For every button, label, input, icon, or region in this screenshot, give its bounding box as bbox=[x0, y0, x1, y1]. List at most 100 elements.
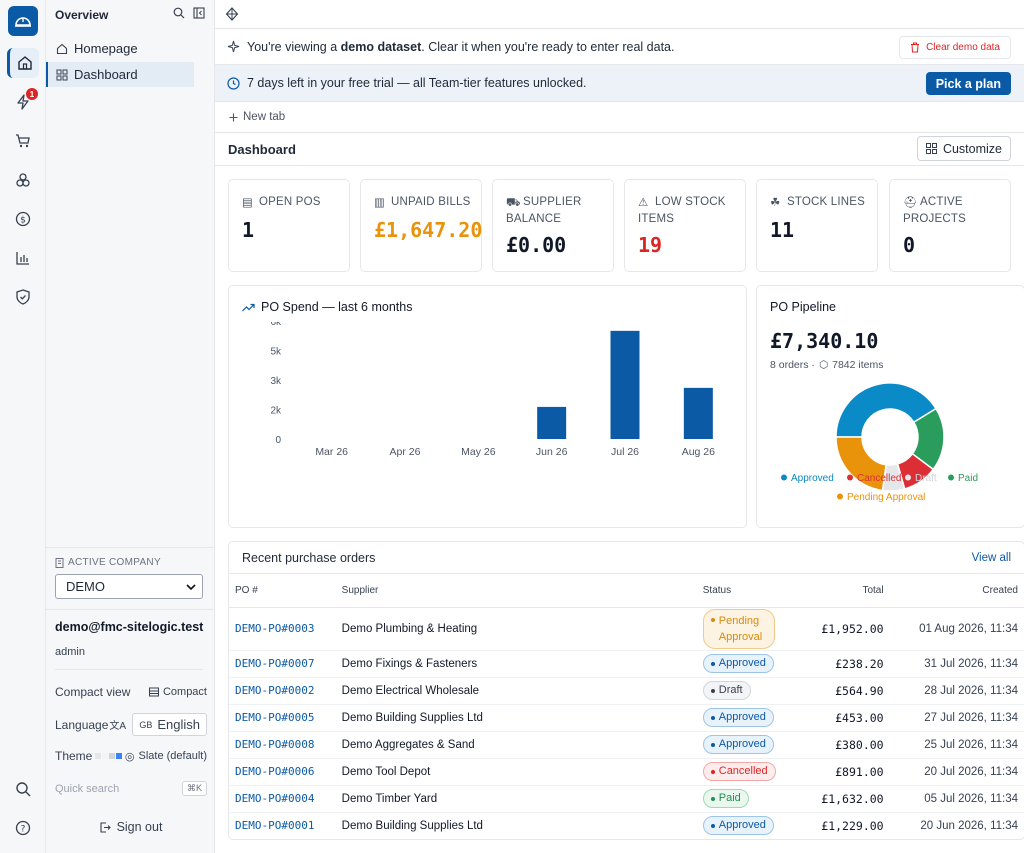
customize-button[interactable]: Customize bbox=[916, 136, 1011, 161]
plus-icon bbox=[229, 113, 238, 121]
receipt-icon: ▥ bbox=[374, 197, 386, 209]
sidebar-search-icon[interactable] bbox=[173, 7, 185, 19]
supplier-name: Demo Aggregates & Sand bbox=[335, 731, 697, 759]
theme-select[interactable]: ◎ Slate (default) bbox=[124, 750, 207, 763]
trial-banner-text: 7 days left in your free trial — all Tea… bbox=[247, 76, 587, 90]
language-select[interactable]: GB English bbox=[132, 713, 207, 736]
pie-slice[interactable] bbox=[835, 382, 937, 438]
po-number-link[interactable]: DEMO-PO#0001 bbox=[235, 819, 315, 832]
kpi-open-pos[interactable]: ▤ OPEN POS 1 bbox=[228, 179, 350, 272]
chart-bar[interactable] bbox=[683, 387, 713, 439]
legend-swatch bbox=[847, 474, 853, 481]
kpi-active-projects[interactable]: ⛑ ACTIVE PROJECTS 0 bbox=[889, 179, 1011, 272]
table-header-row: PO # Supplier Status Total Created bbox=[229, 574, 1024, 608]
po-number-link[interactable]: DEMO-PO#0008 bbox=[235, 738, 315, 751]
legend-label[interactable]: Pending Approval bbox=[847, 492, 925, 503]
rail-boxes-icon[interactable] bbox=[7, 165, 39, 195]
legend-label[interactable]: Draft bbox=[915, 473, 937, 484]
kpi-value: 0 bbox=[903, 233, 916, 257]
legend-swatch bbox=[837, 493, 843, 500]
order-created: 01 Aug 2026, 11:34 bbox=[889, 607, 1024, 651]
notification-badge: 1 bbox=[26, 88, 38, 100]
table-row[interactable]: DEMO-PO#0005 Demo Building Supplies Ltd Ap… bbox=[229, 704, 1024, 732]
kpi-low-stock-items[interactable]: ⚠ LOW STOCK ITEMS 19 bbox=[624, 179, 746, 272]
sidebar: Overview Homepage Dashboard ACTIVE COMPA… bbox=[46, 0, 215, 853]
quick-search-row[interactable]: Quick search ⌘K bbox=[55, 781, 207, 796]
svg-text:$: $ bbox=[20, 216, 26, 226]
legend-swatch bbox=[905, 474, 911, 481]
kpi-stock-lines[interactable]: ☘ STOCK LINES 11 bbox=[756, 179, 878, 272]
chart-bar[interactable] bbox=[537, 406, 567, 439]
user-role: admin bbox=[55, 646, 85, 658]
order-total: £1,229.00 bbox=[799, 812, 890, 839]
status-cell: Paid bbox=[696, 785, 800, 813]
po-number-link[interactable]: DEMO-PO#0002 bbox=[235, 684, 315, 697]
theme-swatches[interactable] bbox=[95, 753, 123, 759]
kpi-supplier-balance[interactable]: ⛟ SUPPLIER BALANCE £0.00 bbox=[492, 179, 614, 272]
status-badge: Approved bbox=[702, 735, 774, 754]
po-number-link[interactable]: DEMO-PO#0007 bbox=[235, 657, 315, 670]
table-row[interactable]: DEMO-PO#0007 Demo Fixings & Fasteners Appr… bbox=[229, 650, 1024, 678]
x-tick-label: Aug 26 bbox=[682, 446, 715, 458]
kpi-title: ▥ UNPAID BILLS bbox=[374, 196, 471, 209]
col-po[interactable]: PO # bbox=[229, 574, 336, 608]
table-row[interactable]: DEMO-PO#0002 Demo Electrical Wholesale Dra… bbox=[229, 677, 1024, 705]
po-number-link[interactable]: DEMO-PO#0003 bbox=[235, 622, 315, 635]
theme-label: Theme bbox=[55, 749, 93, 763]
workspace-icon[interactable] bbox=[225, 7, 239, 21]
new-tab-button[interactable]: New tab bbox=[229, 111, 285, 123]
view-all-link[interactable]: View all bbox=[971, 551, 1011, 564]
rail-reports-icon[interactable] bbox=[7, 243, 39, 273]
kpi-value: 11 bbox=[770, 218, 795, 242]
pie-slice[interactable] bbox=[835, 436, 887, 492]
rail-activity-icon[interactable]: 1 bbox=[7, 87, 39, 117]
company-select[interactable]: DEMO bbox=[55, 574, 203, 599]
col-created[interactable]: Created bbox=[889, 574, 1024, 608]
sidebar-item-dashboard[interactable]: Dashboard bbox=[46, 62, 194, 87]
status-badge: Paid bbox=[702, 789, 749, 808]
box-icon: ⬡ bbox=[818, 359, 829, 371]
col-status[interactable]: Status bbox=[696, 574, 800, 608]
status-badge: Pending Approval bbox=[702, 608, 776, 649]
po-pipeline-card: PO Pipeline £7,340.10 8 orders · ⬡ 7842 … bbox=[756, 285, 1024, 528]
chevron-down-icon bbox=[186, 583, 196, 590]
chart-bar[interactable] bbox=[610, 330, 640, 439]
po-number-link[interactable]: DEMO-PO#0005 bbox=[235, 711, 315, 724]
rail-cart-icon[interactable] bbox=[7, 126, 39, 156]
table-row[interactable]: DEMO-PO#0008 Demo Aggregates & Sand Approv… bbox=[229, 731, 1024, 759]
rail-help-icon[interactable]: ? bbox=[7, 813, 39, 843]
active-company-section: ACTIVE COMPANY DEMO bbox=[46, 547, 214, 608]
rail-search-icon[interactable] bbox=[7, 774, 39, 804]
order-total: £238.20 bbox=[799, 650, 890, 678]
rail-finance-icon[interactable]: $ bbox=[7, 204, 39, 234]
home-icon bbox=[56, 43, 68, 54]
kpi-value: 1 bbox=[242, 218, 255, 242]
x-tick-label: May 26 bbox=[461, 446, 496, 458]
col-total[interactable]: Total bbox=[799, 574, 890, 608]
kpi-unpaid-bills[interactable]: ▥ UNPAID BILLS £1,647.20 bbox=[360, 179, 482, 272]
status-badge: Draft bbox=[702, 681, 751, 700]
clear-demo-data-button[interactable]: Clear demo data bbox=[899, 36, 1011, 59]
table-row[interactable]: DEMO-PO#0006 Demo Tool Depot Cancelled £891… bbox=[229, 758, 1024, 786]
rail-shield-icon[interactable] bbox=[7, 282, 39, 312]
language-label: Language bbox=[55, 717, 109, 732]
legend-label[interactable]: Approved bbox=[791, 473, 834, 484]
quick-search-shortcut: ⌘K bbox=[181, 781, 207, 796]
compact-view-toggle[interactable]: Compact bbox=[148, 686, 207, 698]
legend-label[interactable]: Paid bbox=[958, 473, 978, 484]
table-row[interactable]: DEMO-PO#0003 Demo Plumbing & Heating Pendi… bbox=[229, 607, 1024, 651]
table-row[interactable]: DEMO-PO#0004 Demo Timber Yard Paid £1,632.0… bbox=[229, 785, 1024, 813]
collapse-sidebar-icon[interactable] bbox=[193, 7, 205, 19]
legend-label[interactable]: Cancelled bbox=[857, 473, 901, 484]
rail-home-icon[interactable] bbox=[7, 48, 39, 78]
po-number-link[interactable]: DEMO-PO#0006 bbox=[235, 765, 315, 778]
table-row[interactable]: DEMO-PO#0001 Demo Building Supplies Ltd Ap… bbox=[229, 812, 1024, 839]
sign-out-button[interactable]: Sign out bbox=[55, 820, 207, 834]
app-logo-icon[interactable] bbox=[8, 6, 38, 36]
pick-a-plan-button[interactable]: Pick a plan bbox=[925, 72, 1011, 95]
col-supplier[interactable]: Supplier bbox=[335, 574, 697, 608]
sidebar-item-homepage[interactable]: Homepage bbox=[46, 36, 194, 61]
po-number-link[interactable]: DEMO-PO#0004 bbox=[235, 792, 315, 805]
kpi-value: £1,647.20 bbox=[374, 218, 483, 242]
document-icon: ▤ bbox=[242, 197, 254, 209]
